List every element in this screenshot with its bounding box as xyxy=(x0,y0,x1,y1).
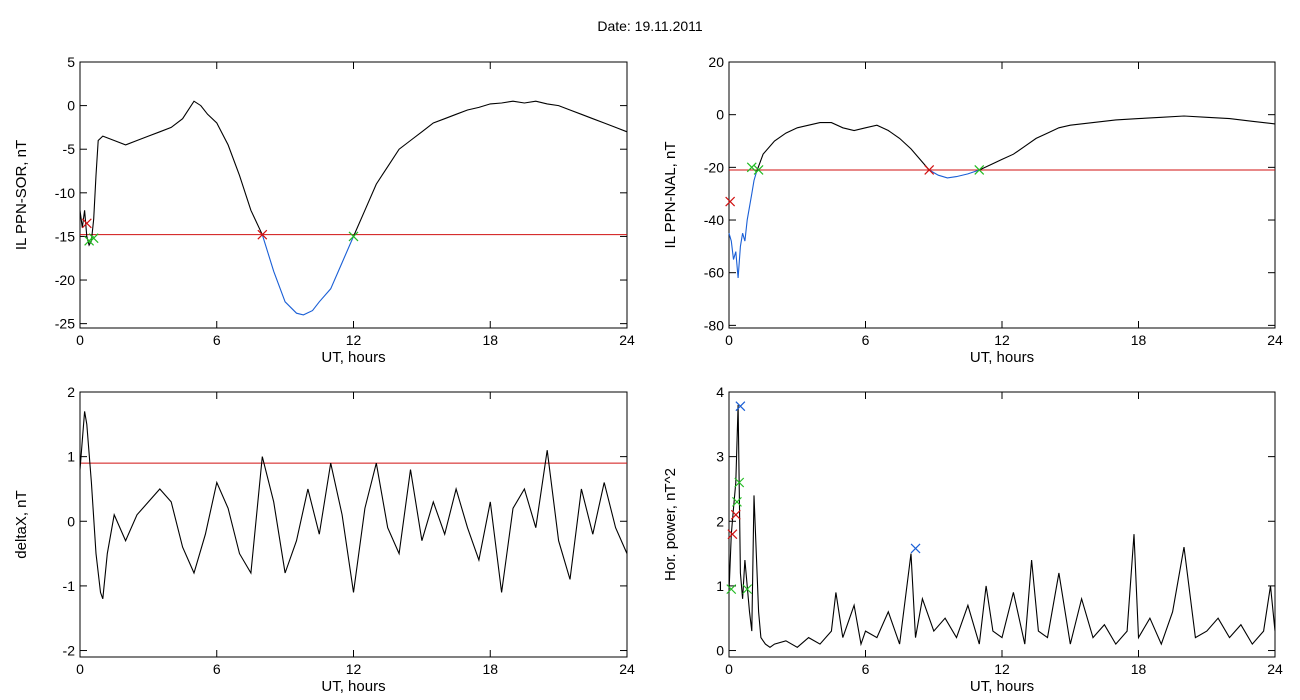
y-tick-label: 5 xyxy=(67,54,75,70)
x-tick-label: 18 xyxy=(482,332,498,348)
series-line-1 xyxy=(79,100,263,247)
x-tick-label: 12 xyxy=(994,661,1010,677)
chart-panel-3: 0 6 12 18 24 2 1 0 -1 -2 UT, hours deltaX, nT xyxy=(13,384,635,695)
y-tick-label: 1 xyxy=(716,578,724,594)
y-tick-label: -40 xyxy=(704,212,724,228)
cross-marker xyxy=(81,218,92,229)
x-tick-label: 24 xyxy=(1267,332,1283,348)
y-tick-label: -60 xyxy=(704,265,724,281)
y-tick-label: 1 xyxy=(67,449,75,465)
chart-panel-4: 0 6 12 18 24 4 3 2 1 0 UT, hours Hor. power, nT^2 xyxy=(662,384,1283,695)
x-axis-label: UT, hours xyxy=(970,349,1034,366)
x-tick-label: 0 xyxy=(76,661,84,677)
x-tick-label: 6 xyxy=(213,661,221,677)
series-line-1 xyxy=(79,411,628,599)
y-tick-label: -10 xyxy=(55,185,75,201)
x-tick-label: 6 xyxy=(862,661,870,677)
cross-marker xyxy=(726,584,737,595)
series-line-3 xyxy=(352,100,628,237)
series-line-2 xyxy=(755,122,930,173)
x-tick-label: 18 xyxy=(1131,661,1147,677)
y-tick-label: 0 xyxy=(716,107,724,123)
y-axis-label: Hor. power, nT^2 xyxy=(662,468,679,581)
x-axis-label: UT, hours xyxy=(321,349,385,366)
series-line-4 xyxy=(979,115,1276,171)
y-tick-label: 4 xyxy=(716,384,724,400)
y-tick-label: -1 xyxy=(63,578,76,594)
y-tick-label: 0 xyxy=(67,513,75,529)
cross-marker xyxy=(257,229,268,240)
y-tick-label: -80 xyxy=(704,317,724,333)
x-tick-label: 24 xyxy=(619,661,635,677)
x-tick-label: 24 xyxy=(1267,661,1283,677)
x-tick-label: 6 xyxy=(862,332,870,348)
cross-marker xyxy=(910,543,921,554)
plot-frame xyxy=(79,61,628,329)
y-axis-label: IL PPN-SOR, nT xyxy=(13,140,30,250)
cross-marker xyxy=(974,165,985,175)
y-tick-label: -20 xyxy=(704,159,724,175)
cross-marker xyxy=(348,231,359,242)
cross-marker xyxy=(730,509,741,520)
plot-frame xyxy=(79,391,628,658)
y-tick-label: 0 xyxy=(67,98,75,114)
x-tick-label: 12 xyxy=(346,661,362,677)
cross-marker xyxy=(727,529,738,540)
x-tick-label: 18 xyxy=(1131,332,1147,348)
chart-panel-2: 0 6 12 18 24 20 0 -20 -40 -60 -80 UT, hours IL PPN-N… xyxy=(662,54,1283,366)
cross-marker xyxy=(732,496,742,507)
cross-marker xyxy=(88,233,99,244)
cross-marker xyxy=(742,584,753,595)
cross-marker xyxy=(725,196,736,207)
x-tick-label: 12 xyxy=(994,332,1010,348)
y-axis-label: IL PPN-NAL, nT xyxy=(662,142,679,249)
cross-marker xyxy=(734,477,745,488)
y-tick-label: 2 xyxy=(67,384,75,400)
cross-marker xyxy=(84,235,95,246)
series-line-2 xyxy=(261,234,355,316)
chart-panel-1: 0 6 12 18 24 5 0 -5 -10 -15 -20 -25 UT, hours IL PPN-… xyxy=(13,54,635,366)
y-tick-label: 2 xyxy=(716,513,724,529)
x-tick-label: 18 xyxy=(482,661,498,677)
cross-marker xyxy=(735,401,746,412)
series-line-1 xyxy=(728,172,757,279)
y-tick-label: -20 xyxy=(55,272,75,288)
cross-marker xyxy=(924,165,935,175)
x-axis-label: UT, hours xyxy=(321,678,385,695)
x-tick-label: 12 xyxy=(346,332,362,348)
y-tick-label: -5 xyxy=(63,141,76,157)
cross-marker xyxy=(746,162,757,173)
plot-frame xyxy=(728,61,1276,329)
y-tick-label: 20 xyxy=(708,54,724,70)
x-tick-label: 0 xyxy=(725,332,733,348)
x-tick-label: 0 xyxy=(725,661,733,677)
page-title: Date: 19.11.2011 xyxy=(597,18,703,34)
y-tick-label: -25 xyxy=(55,316,75,332)
x-axis-label: UT, hours xyxy=(970,678,1034,695)
y-tick-label: -2 xyxy=(63,643,76,659)
x-tick-label: 0 xyxy=(76,332,84,348)
series-line-3 xyxy=(928,169,980,179)
y-axis-label: deltaX, nT xyxy=(13,490,30,558)
x-tick-label: 24 xyxy=(619,332,635,348)
y-tick-label: -15 xyxy=(55,228,75,244)
y-tick-label: 0 xyxy=(716,643,724,659)
series-line-1 xyxy=(728,404,1276,648)
cross-marker xyxy=(753,165,764,175)
x-tick-label: 6 xyxy=(213,332,221,348)
y-tick-label: 3 xyxy=(716,449,724,465)
